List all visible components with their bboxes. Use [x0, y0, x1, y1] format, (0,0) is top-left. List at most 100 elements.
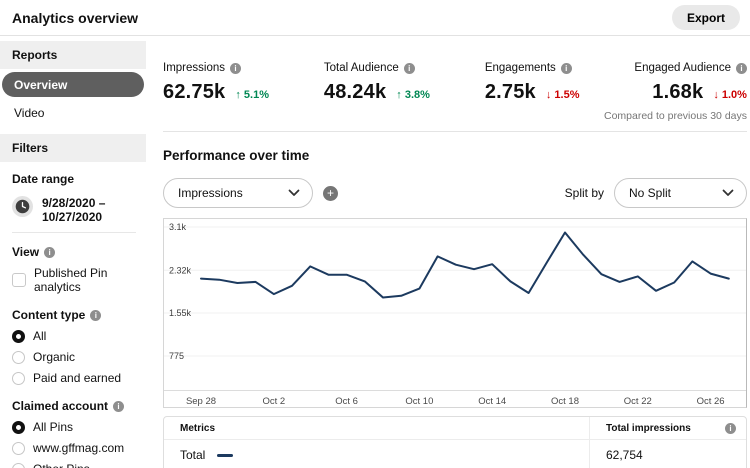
metric-select-dropdown[interactable]: Impressions: [163, 178, 313, 208]
performance-line-chart[interactable]: 775 1.55k 2.32k 3.1k Sep 28 Oct 2 Oct 6 Oct 10 O…: [163, 218, 747, 408]
table-row[interactable]: Total 62,754: [164, 440, 746, 468]
svg-text:Oct 2: Oct 2: [262, 396, 285, 407]
content-type-option-paid-and-earned[interactable]: Paid and earned: [12, 371, 136, 385]
chart-controls: Impressions + Split by No Split: [163, 178, 747, 208]
split-by-dropdown[interactable]: No Split: [614, 178, 747, 208]
svg-text:Sep 28: Sep 28: [186, 396, 216, 407]
date-range-line1: 9/28/2020 –: [42, 196, 106, 210]
info-icon[interactable]: i: [560, 62, 572, 74]
radio[interactable]: [12, 441, 25, 455]
claimed-account-option-website[interactable]: www.gffmag.com: [12, 441, 136, 455]
svg-text:1.55k: 1.55k: [169, 308, 192, 318]
radio[interactable]: [12, 329, 25, 343]
info-icon[interactable]: i: [113, 400, 125, 412]
page-title: Analytics overview: [12, 9, 139, 26]
metric-label: Engaged Audience: [634, 62, 731, 74]
svg-text:3.1k: 3.1k: [169, 222, 187, 232]
radio[interactable]: [12, 350, 25, 364]
metric-value: 48.24k: [323, 81, 387, 103]
svg-text:Oct 18: Oct 18: [551, 396, 579, 407]
metric-value: 1.68k: [652, 81, 704, 103]
radio[interactable]: [12, 371, 25, 385]
metric-card-total-audience: Total Audience i 48.24k ↑ 3.8%: [324, 62, 430, 104]
performance-title: Performance over time: [163, 148, 310, 163]
claimed-account-label: Claimed account: [12, 399, 109, 413]
metric-delta: ↓ 1.0%: [713, 89, 747, 101]
metric-value: 62.75k: [163, 81, 226, 103]
svg-text:Oct 6: Oct 6: [335, 396, 358, 407]
divider: [163, 131, 747, 132]
published-pin-analytics-option[interactable]: Published Pin analytics: [12, 266, 136, 294]
metric-delta: ↑ 5.1%: [235, 89, 270, 101]
clock-icon: [12, 196, 33, 222]
sidebar-item-label: Video: [14, 105, 45, 120]
reports-section-header: Reports: [0, 41, 146, 69]
info-icon[interactable]: i: [403, 62, 415, 74]
svg-text:Oct 22: Oct 22: [624, 396, 652, 407]
chevron-down-icon: [288, 186, 300, 200]
date-range-line2: 10/27/2020: [42, 210, 103, 224]
sidebar-item-label: Overview: [14, 77, 68, 92]
metric-card-impressions: Impressions i 62.75k ↑ 5.1%: [163, 62, 269, 104]
view-label: View: [12, 245, 40, 259]
view-section: View i Published Pin analytics: [0, 241, 146, 302]
metric-card-engagements: Engagements i 2.75k ↓ 1.5%: [485, 62, 580, 104]
radio-label: All Pins: [33, 420, 74, 434]
content-type-option-organic[interactable]: Organic: [12, 350, 136, 364]
claimed-account-option-other-pins[interactable]: Other Pins: [12, 462, 136, 468]
claimed-account-option-all-pins[interactable]: All Pins: [12, 420, 136, 434]
add-metric-button[interactable]: +: [323, 185, 338, 201]
metric-select-value: Impressions: [178, 186, 243, 200]
metric-delta: ↑ 3.8%: [396, 89, 430, 101]
chevron-down-icon: [722, 186, 734, 200]
metric-value: 2.75k: [484, 81, 536, 103]
svg-text:775: 775: [169, 351, 184, 361]
row-value: 62,754: [606, 448, 643, 462]
content-type-option-all[interactable]: All: [12, 329, 136, 343]
line-chart-svg: 775 1.55k 2.32k 3.1k Sep 28 Oct 2 Oct 6 Oct 10 O…: [164, 222, 746, 407]
info-icon[interactable]: i: [230, 62, 241, 74]
svg-text:Oct 14: Oct 14: [478, 396, 506, 407]
radio-label: Other Pins: [33, 462, 90, 468]
svg-text:2.32k: 2.32k: [169, 265, 192, 275]
split-by-label: Split by: [564, 186, 604, 200]
metric-label: Engagements: [484, 62, 556, 74]
radio-label: Organic: [33, 350, 76, 364]
export-button[interactable]: Export: [671, 5, 740, 30]
total-impressions-column-header: Total impressions: [606, 422, 691, 434]
sidebar-item-video[interactable]: Video: [2, 100, 144, 125]
radio[interactable]: [12, 462, 25, 468]
table-header-row: Metrics Total impressions i: [164, 417, 746, 440]
metric-label: Impressions: [163, 62, 225, 74]
main-content: Impressions i 62.75k ↑ 5.1% Total Audien…: [146, 36, 750, 468]
info-icon[interactable]: i: [725, 422, 736, 434]
metrics-table: Metrics Total impressions i Total 62,754: [163, 416, 747, 468]
info-icon[interactable]: i: [90, 309, 102, 321]
svg-text:Oct 10: Oct 10: [405, 396, 433, 407]
date-range-label: Date range: [12, 172, 75, 186]
svg-text:Oct 26: Oct 26: [697, 396, 725, 407]
content-type-label: Content type: [12, 308, 86, 322]
top-bar: Analytics overview Export: [0, 0, 750, 36]
metric-card-engaged-audience: Engaged Audience i 1.68k ↓ 1.0%: [634, 62, 747, 104]
info-icon[interactable]: i: [44, 246, 56, 258]
sidebar: Reports Overview Video Filters Date rang…: [0, 36, 146, 468]
split-by-value: No Split: [629, 186, 672, 200]
date-range-section: Date range 9/28/2020 – 10/27/2020: [0, 162, 146, 241]
checkbox[interactable]: [12, 273, 26, 287]
checkbox-label: Published Pin analytics: [34, 266, 108, 294]
radio[interactable]: [12, 420, 25, 434]
radio-label: Paid and earned: [33, 371, 122, 385]
divider: [12, 232, 136, 233]
metrics-column-header: Metrics: [164, 417, 590, 439]
filters-section-header: Filters: [0, 134, 146, 162]
row-label: Total: [180, 448, 206, 462]
info-icon[interactable]: i: [735, 62, 747, 74]
content-type-section: Content type i All Organic Paid and earn…: [0, 302, 146, 393]
date-range-value[interactable]: 9/28/2020 – 10/27/2020: [12, 196, 136, 224]
sidebar-item-overview[interactable]: Overview: [2, 72, 144, 97]
metric-summary-row: Impressions i 62.75k ↑ 5.1% Total Audien…: [163, 62, 747, 104]
radio-label: All: [33, 329, 47, 343]
metric-label: Total Audience: [323, 62, 399, 74]
compare-note: Compared to previous 30 days: [604, 110, 747, 122]
